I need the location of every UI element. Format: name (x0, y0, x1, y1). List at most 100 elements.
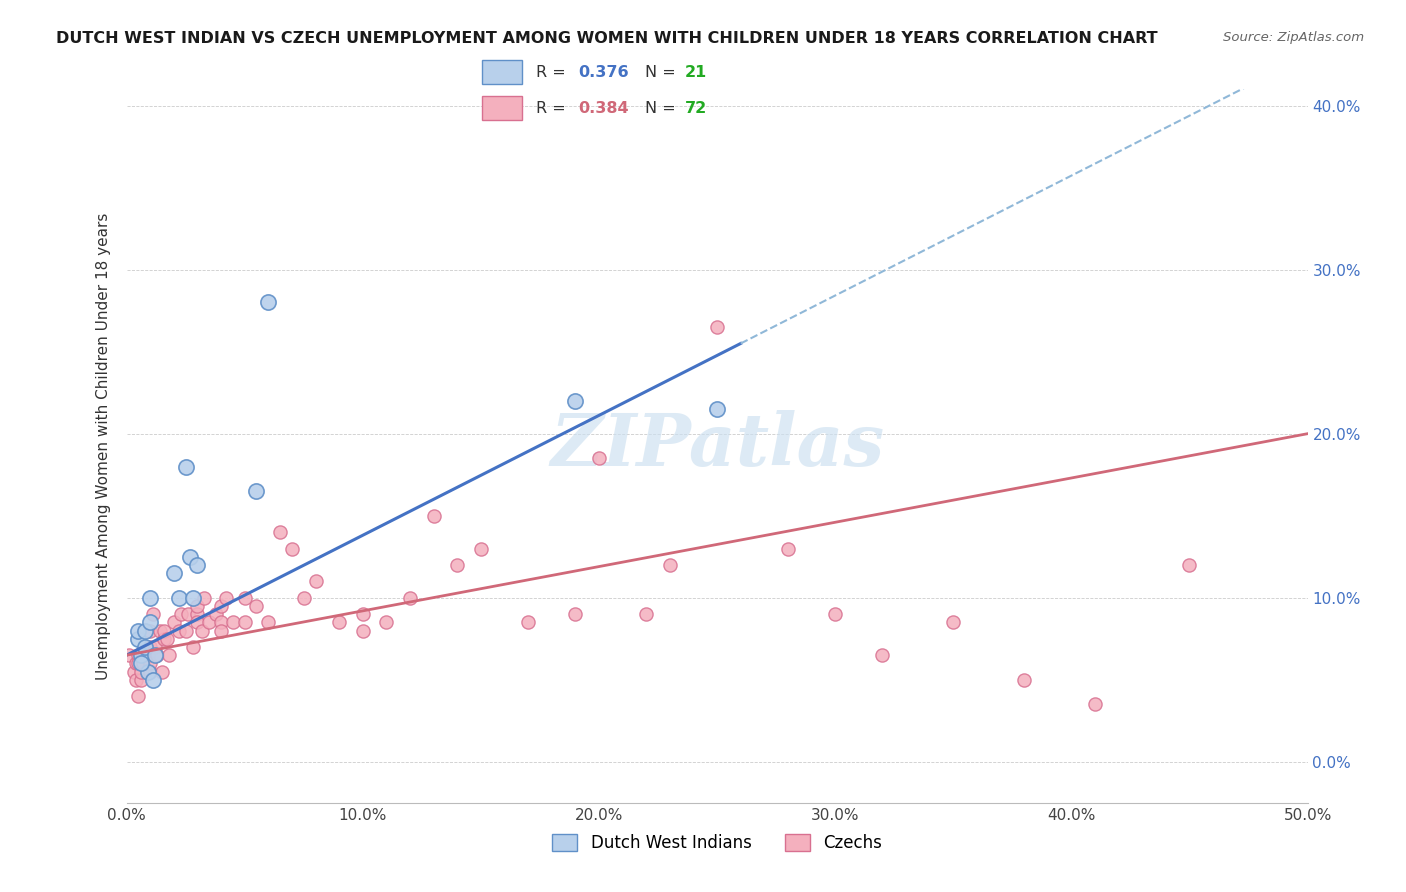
Point (179, 549, 201, 564)
Point (127, 624, 149, 638)
Point (129, 648, 152, 662)
Point (174, 459, 197, 474)
Point (292, 591, 315, 605)
Point (134, 624, 156, 638)
Point (193, 591, 215, 605)
Text: N =: N = (645, 101, 682, 116)
Point (167, 624, 190, 638)
FancyBboxPatch shape (482, 96, 522, 120)
Point (233, 591, 256, 605)
Point (281, 541, 304, 556)
Point (146, 648, 169, 662)
Point (245, 599, 267, 613)
Point (269, 525, 291, 540)
Point (167, 591, 190, 605)
Point (139, 665, 162, 679)
Point (136, 665, 159, 679)
Point (139, 640, 162, 654)
Point (352, 607, 374, 622)
Point (127, 689, 149, 703)
Text: 0.384: 0.384 (578, 101, 628, 116)
Y-axis label: Unemployment Among Women with Children Under 18 years: Unemployment Among Women with Children U… (96, 212, 111, 680)
Point (129, 665, 152, 679)
Point (127, 632, 149, 646)
Point (143, 648, 166, 662)
Point (186, 599, 208, 613)
Point (129, 657, 152, 671)
Point (129, 673, 152, 687)
Point (170, 607, 193, 622)
Point (127, 648, 149, 662)
Text: ZIPatlas: ZIPatlas (550, 410, 884, 482)
Point (139, 615, 162, 630)
Point (257, 615, 280, 630)
Point (125, 673, 148, 687)
Point (233, 615, 256, 630)
Point (156, 632, 179, 646)
Point (186, 558, 208, 572)
Point (205, 607, 228, 622)
Point (706, 320, 728, 334)
Point (872, 648, 894, 662)
Point (186, 607, 208, 622)
Point (257, 295, 280, 310)
Point (470, 541, 492, 556)
Point (125, 657, 148, 671)
Text: R =: R = (536, 101, 571, 116)
Point (658, 558, 681, 572)
Point (399, 591, 422, 605)
Point (139, 657, 162, 671)
Point (139, 624, 162, 638)
Text: 0.376: 0.376 (578, 64, 628, 79)
Point (118, 648, 141, 662)
Point (191, 624, 214, 638)
Point (153, 632, 176, 646)
Point (186, 615, 208, 630)
Point (328, 615, 350, 630)
Text: DUTCH WEST INDIAN VS CZECH UNEMPLOYMENT AMONG WOMEN WITH CHILDREN UNDER 18 YEARS: DUTCH WEST INDIAN VS CZECH UNEMPLOYMENT … (56, 31, 1159, 46)
Point (163, 615, 186, 630)
Point (304, 574, 326, 589)
Point (564, 607, 586, 622)
Point (139, 591, 162, 605)
Point (209, 624, 232, 638)
Text: R =: R = (536, 64, 571, 79)
Point (141, 607, 163, 622)
Point (163, 566, 186, 581)
FancyBboxPatch shape (482, 61, 522, 84)
Point (636, 607, 658, 622)
Point (209, 615, 232, 630)
Legend: Dutch West Indians, Czechs: Dutch West Indians, Czechs (546, 827, 889, 859)
Point (422, 508, 444, 523)
Point (942, 615, 965, 630)
Point (446, 558, 468, 572)
Point (127, 657, 149, 671)
Point (153, 624, 176, 638)
Point (122, 665, 145, 679)
Point (134, 640, 156, 654)
Text: 21: 21 (685, 64, 707, 79)
Point (181, 591, 204, 605)
Point (157, 648, 180, 662)
Point (174, 624, 197, 638)
Point (181, 640, 204, 654)
Point (1084, 698, 1107, 712)
Point (177, 607, 200, 622)
Point (198, 615, 221, 630)
Point (564, 393, 586, 408)
Point (245, 484, 267, 499)
Point (375, 615, 398, 630)
Text: 72: 72 (685, 101, 707, 116)
Point (1178, 558, 1201, 572)
Point (222, 615, 245, 630)
Point (1012, 673, 1035, 687)
Point (517, 615, 540, 630)
Point (588, 451, 610, 466)
Point (209, 599, 232, 613)
Text: Source: ZipAtlas.com: Source: ZipAtlas.com (1223, 31, 1364, 45)
Point (143, 640, 166, 654)
Point (352, 624, 374, 638)
Point (706, 402, 728, 417)
Point (824, 607, 846, 622)
Point (136, 648, 159, 662)
